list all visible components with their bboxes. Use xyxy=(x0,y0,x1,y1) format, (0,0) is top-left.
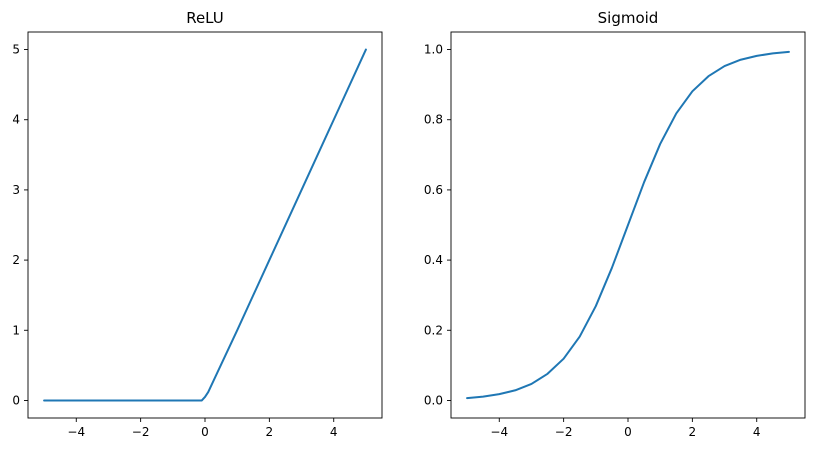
relu-y-tick-label: 2 xyxy=(12,253,20,267)
sigmoid-x-tick-label: −4 xyxy=(490,425,508,439)
sigmoid-x-tick-label: 2 xyxy=(689,425,697,439)
sigmoid-x-tick-label: 0 xyxy=(624,425,632,439)
sigmoid-y-tick-label: 1.0 xyxy=(424,43,443,57)
relu-y-tick-label: 0 xyxy=(12,393,20,407)
relu-y-tick-label: 1 xyxy=(12,323,20,337)
sigmoid-y-tick-label: 0.2 xyxy=(424,323,443,337)
relu-y-tick-label: 5 xyxy=(12,43,20,57)
relu-y-tick-label: 4 xyxy=(12,113,20,127)
sigmoid-series-line-0 xyxy=(466,50,790,400)
relu-x-tick-label: 4 xyxy=(330,425,338,439)
relu-panel: −4 −2 0 2 4 0 1 2 3 4 5 ReLU xyxy=(12,9,383,439)
sigmoid-y-tick-label: 0.4 xyxy=(424,253,443,267)
sigmoid-chart-title: Sigmoid xyxy=(598,9,659,27)
relu-y-tick-label: 3 xyxy=(12,183,20,197)
sigmoid-x-tick-label: 4 xyxy=(753,425,761,439)
relu-x-tick-label: 2 xyxy=(266,425,274,439)
sigmoid-y-tick-label: 0.0 xyxy=(424,393,443,407)
relu-series-line-0 xyxy=(43,48,367,402)
relu-x-tick-label: −2 xyxy=(132,425,150,439)
relu-x-tick-label: 0 xyxy=(201,425,209,439)
relu-chart-title: ReLU xyxy=(186,9,224,27)
sigmoid-x-tick-label: −2 xyxy=(555,425,573,439)
sigmoid-panel: −4 −2 0 2 4 0.0 0.2 0.4 0.6 0.8 1.0 Sigmoid xyxy=(424,9,806,439)
sigmoid-y-tick-label: 0.6 xyxy=(424,183,443,197)
sigmoid-y-tick-label: 0.8 xyxy=(424,113,443,127)
relu-x-tick-label: −4 xyxy=(67,425,85,439)
relu-axes-frame xyxy=(27,31,383,419)
